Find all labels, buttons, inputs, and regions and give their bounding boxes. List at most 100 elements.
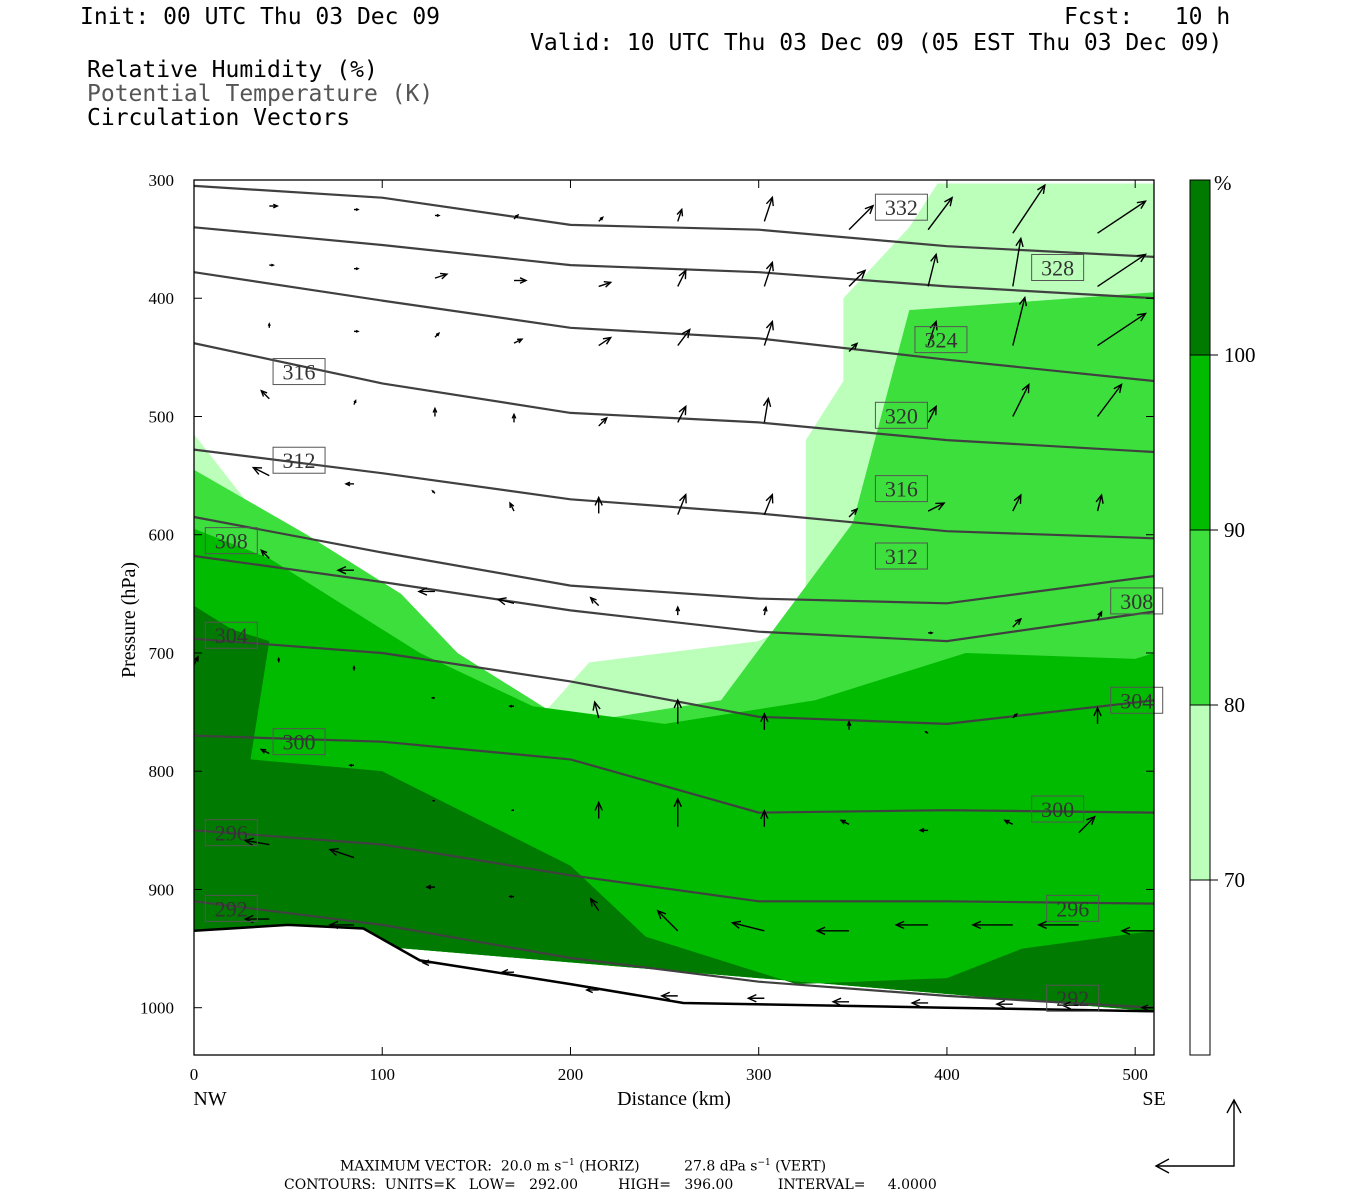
vector-38	[677, 404, 687, 423]
x-tick-label-400: 400	[934, 1065, 960, 1084]
vector-shaft	[848, 269, 866, 287]
vector-head	[1086, 815, 1096, 826]
vector-head	[508, 704, 513, 708]
vector-head	[928, 404, 937, 416]
vector-head	[432, 406, 438, 413]
vector-head	[589, 596, 597, 604]
vector-shaft	[1153, 835, 1154, 837]
vector-shaft	[497, 598, 515, 604]
theta-line-292	[194, 900, 1154, 1009]
vector-head	[924, 730, 928, 734]
vector-54	[1095, 493, 1104, 512]
vector-head	[762, 396, 772, 408]
vector-13	[434, 272, 449, 280]
x-tick-label-100: 100	[369, 1065, 395, 1084]
vector-shaft	[1012, 618, 1022, 628]
y-axis-title: Pressure (hPa)	[118, 562, 140, 678]
theta-line-320	[194, 342, 1154, 454]
vector-head	[352, 665, 356, 669]
rh-region-3	[194, 605, 1154, 1012]
plot-frame	[193, 179, 1155, 1056]
vector-92	[425, 884, 435, 890]
vector-head	[1061, 1001, 1071, 1010]
vector-20	[1012, 236, 1024, 287]
vector-47	[509, 501, 515, 512]
y-tick-label-400: 400	[149, 289, 175, 308]
vector-shaft	[598, 281, 611, 288]
vector-43	[1096, 383, 1123, 417]
vector-60	[675, 605, 681, 616]
vector-74	[846, 720, 852, 730]
vector-head	[600, 416, 608, 424]
vector-head	[251, 466, 263, 475]
vector-65	[1096, 610, 1103, 621]
vector-head	[514, 213, 520, 219]
theta-label-2: 324	[914, 326, 968, 354]
vector-head	[935, 502, 946, 511]
theta-label-box	[1031, 795, 1085, 823]
vector-91	[328, 847, 355, 859]
vector-head	[1018, 295, 1028, 307]
vector-head	[271, 263, 275, 267]
theta-label-box	[1046, 894, 1100, 922]
vector-68	[352, 665, 356, 671]
vector-33	[260, 389, 270, 400]
vector-98	[894, 920, 929, 930]
theta-line-308	[194, 554, 1154, 643]
vector-shaft	[927, 197, 953, 231]
vector-11	[269, 263, 275, 267]
theta-label-box	[204, 621, 258, 649]
colorbar: 70 80 90 100%	[1189, 171, 1256, 1056]
vector-head	[673, 698, 683, 709]
theta-label-text: 296	[1056, 896, 1089, 921]
y-tick-label-800: 800	[149, 762, 175, 781]
theta-label-box	[1110, 686, 1164, 714]
vector-head	[431, 799, 435, 802]
vector-head	[815, 926, 826, 936]
vector-head	[336, 565, 347, 575]
theta-label-box	[874, 401, 928, 429]
vector-67	[277, 656, 281, 663]
vector-shaft	[677, 209, 683, 222]
vector-head	[894, 920, 905, 930]
x-endpoint-left: NW	[193, 1088, 226, 1110]
colorbar-band-3	[1190, 355, 1210, 530]
vector-6	[763, 195, 774, 222]
vector-head	[585, 986, 593, 994]
theta-line-316	[194, 448, 1154, 540]
vector-112	[1061, 1001, 1079, 1010]
theta-label-text: 296	[215, 821, 248, 846]
colorbar-band-1	[1190, 705, 1210, 880]
x-tick-label-0: 0	[190, 1065, 199, 1084]
vector-57	[417, 587, 435, 596]
colorbar-band-4	[1190, 180, 1210, 355]
vector-shaft	[677, 406, 687, 423]
vector-45	[344, 481, 354, 487]
vector-head	[519, 277, 528, 284]
vector-35	[432, 406, 438, 417]
legend-field-vectors: Circulation Vectors	[87, 105, 351, 131]
vector-shaft	[848, 508, 858, 518]
vector-head	[602, 336, 613, 345]
contour-info: CONTOURS: UNITS=K LOW= 292.00 HIGH= 396.…	[284, 1177, 937, 1193]
vector-head	[496, 597, 507, 606]
reference-vector-icon	[1154, 1098, 1242, 1174]
ground-surface-line	[194, 923, 1154, 1013]
theta-line-328	[194, 226, 1154, 300]
vector-head	[417, 587, 428, 596]
vector-head	[760, 809, 769, 820]
vector-head	[1136, 253, 1147, 263]
vector-shaft	[1078, 816, 1096, 834]
vector-111	[995, 999, 1013, 1009]
vector-99	[971, 920, 1013, 930]
vector-shaft	[763, 494, 774, 515]
vector-108	[746, 994, 765, 1003]
x-tick-label-200: 200	[558, 1065, 584, 1084]
vector-109	[831, 997, 850, 1007]
vector-66	[194, 655, 199, 666]
vector-89	[1153, 835, 1154, 837]
vector-head	[846, 720, 852, 727]
vector-head	[511, 412, 517, 419]
theta-line-296	[194, 829, 1154, 905]
